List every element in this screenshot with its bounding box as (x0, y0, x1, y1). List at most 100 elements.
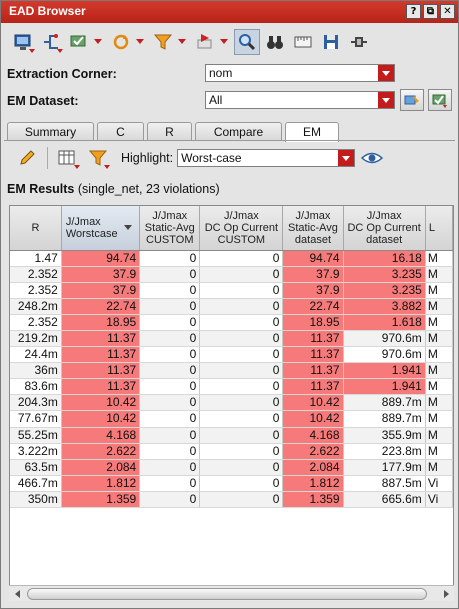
table-row[interactable]: 83.6m 11.37 0 0 11.37 1.941 M (10, 378, 453, 396)
cell-static_custom: 0 (139, 443, 201, 460)
flag-button[interactable] (192, 29, 218, 55)
chevron-down-icon[interactable] (378, 65, 394, 81)
cell-r: 36m (10, 362, 62, 380)
extraction-corner-label: Extraction Corner: (7, 67, 117, 81)
refresh-button[interactable] (108, 29, 134, 55)
table-row[interactable]: 2.352 18.95 0 0 18.95 1.618 M (10, 314, 453, 331)
cell-dcop_custom: 0 (199, 394, 284, 412)
cell-static_custom: 0 (139, 282, 201, 299)
table-row[interactable]: 3.222m 2.622 0 0 2.622 223.8m M (10, 443, 453, 460)
cell-dcop_custom: 0 (199, 314, 284, 331)
cell-last: M (425, 282, 453, 299)
tab-em[interactable]: EM (285, 122, 339, 142)
close-button[interactable]: ✕ (440, 4, 455, 19)
help-button[interactable]: ? (406, 4, 421, 19)
check-dropdown-arrow[interactable] (94, 39, 102, 44)
tab-c[interactable]: C (97, 122, 144, 141)
cell-r: 1.47 (10, 250, 62, 267)
cell-last: M (425, 362, 453, 380)
table-row[interactable]: 24.4m 11.37 0 0 11.37 970.6m M (10, 346, 453, 364)
filter-dropdown-arrow[interactable] (178, 39, 186, 44)
ruler-button[interactable] (290, 29, 316, 55)
scroll-left-icon[interactable] (10, 587, 24, 601)
flag-dropdown-arrow[interactable] (220, 39, 228, 44)
binoculars-icon (267, 35, 283, 49)
cell-worst: 1.359 (61, 491, 141, 509)
horizontal-scrollbar[interactable] (9, 585, 454, 601)
em-results-table-container[interactable]: R J/Jmax Worstcase J/Jmax Static-Avg CUSTOM J/… (9, 205, 454, 601)
column-header-r[interactable]: R (10, 206, 62, 251)
table-row[interactable]: 36m 11.37 0 0 11.37 1.941 M (10, 362, 453, 380)
connect-button[interactable] (346, 29, 372, 55)
cell-dcop_ds: 970.6m (343, 346, 426, 364)
table-row[interactable]: 350m 1.359 0 0 1.359 665.6m Vi (10, 491, 453, 509)
scroll-right-icon[interactable] (439, 587, 453, 601)
table-row[interactable]: 63.5m 2.084 0 0 2.084 177.9m M (10, 459, 453, 476)
cell-worst: 11.37 (61, 346, 141, 364)
table-row[interactable]: 219.2m 11.37 0 0 11.37 970.6m M (10, 330, 453, 348)
tab-summary[interactable]: Summary (7, 122, 94, 141)
column-header-static_custom[interactable]: J/Jmax Static-Avg CUSTOM (139, 206, 201, 251)
cell-worst: 10.42 (61, 394, 141, 412)
table-row[interactable]: 466.7m 1.812 0 0 1.812 887.5m Vi (10, 475, 453, 492)
restore-button[interactable]: ⧉ (423, 4, 438, 19)
cell-dcop_ds: 1.941 (343, 362, 426, 380)
columns-button[interactable] (55, 145, 81, 171)
find-button[interactable] (262, 29, 288, 55)
dataset-check-button[interactable] (428, 89, 452, 111)
dataset-edit-icon (404, 95, 419, 105)
save-icon (324, 34, 338, 49)
column-header-static_ds[interactable]: J/Jmax Static-Avg dataset (282, 206, 344, 251)
cell-worst: 2.622 (61, 443, 141, 460)
cell-r: 2.352 (10, 282, 62, 299)
table-row[interactable]: 2.352 37.9 0 0 37.9 3.235 M (10, 266, 453, 283)
table-row[interactable]: 77.67m 10.42 0 0 10.42 889.7m M (10, 410, 453, 428)
column-header-worst[interactable]: J/Jmax Worstcase (61, 206, 141, 251)
edit-button[interactable] (14, 145, 40, 171)
cell-r: 2.352 (10, 314, 62, 331)
tab-r[interactable]: R (147, 122, 192, 141)
save-button[interactable] (318, 29, 344, 55)
cell-static_ds: 1.359 (282, 491, 344, 509)
highlight-select[interactable]: Worst-case (177, 149, 356, 167)
cell-static_ds: 11.37 (282, 378, 344, 396)
cell-last: M (425, 250, 453, 267)
launch-button[interactable] (10, 29, 36, 55)
chevron-down-icon[interactable] (378, 92, 394, 108)
extraction-corner-select[interactable]: nom (205, 64, 395, 82)
highlight-value: Worst-case (181, 151, 242, 165)
filter-icon (153, 34, 173, 50)
em-dataset-value: All (209, 93, 223, 107)
dataset-edit-button[interactable] (400, 89, 424, 111)
zoom-button[interactable] (234, 28, 260, 55)
cell-static_ds: 11.37 (282, 346, 344, 364)
check-button[interactable] (66, 29, 92, 55)
extraction-corner-value: nom (209, 66, 233, 80)
window-controls: ? ⧉ ✕ (406, 4, 455, 19)
table-row[interactable]: 248.2m 22.74 0 0 22.74 3.882 M (10, 298, 453, 315)
column-header-dcop_custom[interactable]: J/Jmax DC Op Current CUSTOM (199, 206, 284, 251)
cell-static_custom: 0 (139, 459, 201, 476)
tab-compare[interactable]: Compare (195, 122, 282, 141)
column-header-dcop_ds[interactable]: J/Jmax DC Op Current dataset (343, 206, 426, 251)
cell-last: M (425, 394, 453, 412)
table-row[interactable]: 2.352 37.9 0 0 37.9 3.235 M (10, 282, 453, 299)
cell-static_ds: 2.084 (282, 459, 344, 476)
pencil-icon (20, 150, 35, 165)
probe-net-button[interactable] (38, 29, 64, 55)
table-row[interactable]: 55.25m 4.168 0 0 4.168 355.9m M (10, 427, 453, 444)
em-dataset-select[interactable]: All (205, 91, 395, 109)
cell-r: 63.5m (10, 459, 62, 476)
column-header-last[interactable]: L (425, 206, 453, 251)
filter-button[interactable] (150, 29, 176, 55)
table-row[interactable]: 1.47 94.74 0 0 94.74 16.18 M (10, 250, 453, 267)
refresh-dropdown-arrow[interactable] (136, 39, 144, 44)
chevron-down-icon[interactable] (338, 150, 355, 166)
scrollbar-thumb[interactable] (27, 588, 427, 600)
visibility-button[interactable] (359, 145, 385, 171)
flag-icon (197, 33, 212, 48)
table-row[interactable]: 204.3m 10.42 0 0 10.42 889.7m M (10, 394, 453, 412)
em-filter-button[interactable] (85, 145, 111, 171)
table-body: 1.47 94.74 0 0 94.74 16.18 M 2.352 37.9 0 0 37.9 3.2… (10, 250, 453, 509)
